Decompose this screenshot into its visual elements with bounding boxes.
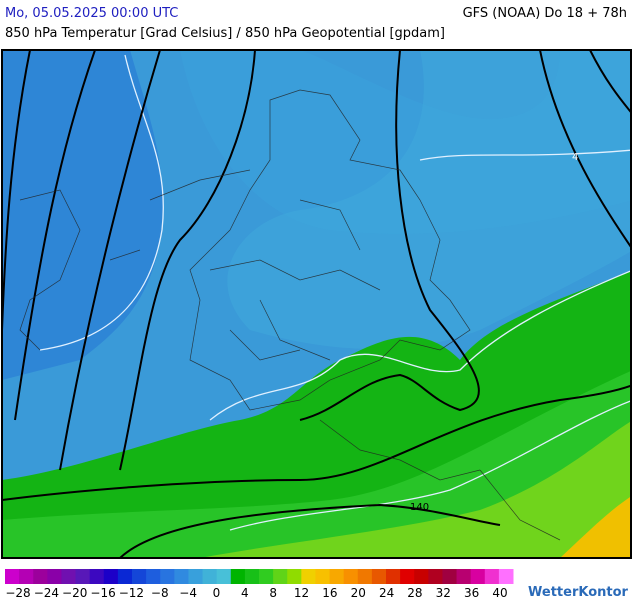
color-swatch	[61, 569, 77, 584]
color-swatch	[329, 569, 345, 584]
colorbar-label: 4	[241, 586, 249, 600]
colorbar-label: −24	[34, 586, 59, 600]
model-run: GFS (NOAA) Do 18 + 78h	[462, 6, 627, 21]
colorbar-label: −20	[62, 586, 87, 600]
color-swatch	[160, 569, 175, 584]
color-swatch	[273, 569, 288, 584]
colorbar-label: 32	[436, 586, 451, 600]
map-frame	[1, 49, 632, 559]
valid-date: Mo, 05.05.2025 00:00 UTC	[5, 6, 179, 21]
color-swatch	[484, 569, 500, 584]
color-swatch	[75, 569, 91, 584]
color-swatch	[470, 569, 486, 584]
isotherm-label: 4	[572, 152, 578, 163]
colorbar-label: −12	[119, 586, 144, 600]
color-swatch	[103, 569, 119, 584]
colorbar-label: 40	[492, 586, 507, 600]
color-swatch	[259, 569, 274, 584]
colorbar-label: 36	[464, 586, 479, 600]
color-swatch	[33, 569, 48, 584]
color-swatch	[216, 569, 232, 584]
colorbar-label: 28	[407, 586, 422, 600]
color-swatch	[400, 569, 415, 584]
color-swatch	[47, 569, 62, 584]
color-swatch	[244, 569, 260, 584]
color-swatch	[89, 569, 105, 584]
colorbar-label: 24	[379, 586, 394, 600]
color-swatch	[371, 569, 387, 584]
color-swatch	[442, 569, 458, 584]
color-swatch	[357, 569, 373, 584]
color-swatch	[117, 569, 133, 584]
geopotential-label: 140	[410, 502, 429, 513]
color-swatch	[498, 569, 514, 584]
colorbar-label: 20	[351, 586, 366, 600]
brand: WetterKontor	[528, 585, 629, 600]
color-swatch	[428, 569, 443, 584]
color-swatch	[188, 569, 204, 584]
colorbar-label: −8	[151, 586, 169, 600]
color-swatch	[202, 569, 218, 584]
color-swatch	[386, 569, 401, 584]
colorbar-label: −16	[90, 586, 115, 600]
colorbar-label: 12	[294, 586, 309, 600]
color-swatch	[230, 569, 246, 584]
color-swatch	[315, 569, 331, 584]
color-swatch	[146, 569, 161, 584]
color-swatch	[19, 569, 34, 584]
map-field: 4 140	[2, 50, 631, 558]
colorbar-label: 16	[322, 586, 337, 600]
color-swatch	[343, 569, 359, 584]
color-swatch	[456, 569, 472, 584]
color-swatch	[287, 569, 302, 584]
colorbar-label: 0	[213, 586, 221, 600]
color-swatch	[132, 569, 147, 584]
color-swatch	[301, 569, 316, 584]
color-swatch	[5, 569, 20, 584]
colorbar: −28 −24 −20 −16 −12 −8 −4 0 4 8 12 16 20 24 28 32 36 40	[5, 569, 514, 600]
color-swatch	[414, 569, 429, 584]
colorbar-label: −28	[5, 586, 30, 600]
colorbar-label: 8	[269, 586, 277, 600]
color-swatch	[174, 569, 189, 584]
subtitle: 850 hPa Temperatur [Grad Celsius] / 850 …	[5, 26, 446, 41]
colorbar-label: −4	[179, 586, 197, 600]
